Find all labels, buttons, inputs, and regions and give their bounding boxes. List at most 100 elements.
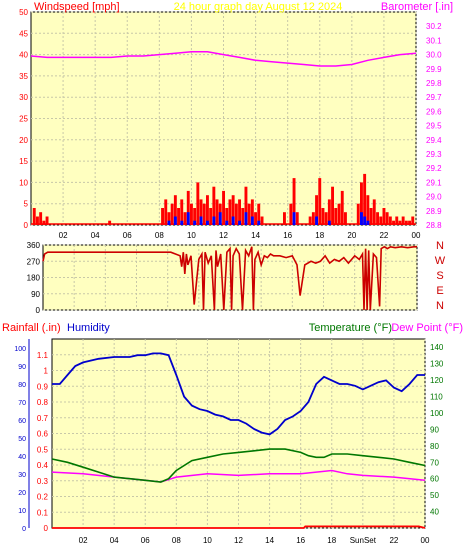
gust-bar — [180, 220, 184, 225]
compass-label: N — [436, 240, 444, 252]
humidity-tick-label: 80 — [18, 382, 26, 389]
wind-bar — [388, 216, 392, 225]
y2-tick-label: 28.8 — [426, 221, 442, 230]
y2-tick-label: 29.6 — [426, 107, 442, 116]
wind-bar — [363, 173, 367, 225]
gust-bar — [238, 220, 241, 225]
x-tick-label: 00 — [421, 536, 430, 545]
humidity-tick-label: 90 — [18, 364, 26, 371]
wind-bar — [225, 208, 229, 225]
wind-bar — [398, 220, 402, 225]
y2-tick-label: 29.7 — [426, 93, 442, 102]
y-tick-label: 0 — [36, 306, 41, 315]
rainfall-label: Rainfall (.in) — [2, 322, 61, 334]
wind-bar — [250, 199, 254, 225]
wind-bars — [31, 173, 416, 225]
y-tick-label: 10 — [19, 178, 28, 187]
y-tick-label: 0 — [24, 221, 29, 230]
direction-axis-ticks: 0 90 180 270 360 — [27, 241, 41, 315]
wind-bar — [337, 203, 341, 225]
wind-bar — [311, 212, 315, 225]
wind-bar — [344, 212, 347, 225]
gust-bar — [212, 216, 216, 225]
humidity-tick-label: 20 — [18, 490, 26, 497]
wind-bar — [318, 178, 322, 225]
y-tick-label: 40 — [19, 51, 28, 60]
wind-bar — [366, 195, 370, 225]
wind-bar — [408, 220, 411, 225]
humidity-tick-label: 50 — [18, 436, 26, 443]
humidity-line — [52, 352, 425, 436]
y2-tick-label: 29.4 — [426, 136, 442, 145]
x-tick-label: 16 — [283, 231, 292, 240]
temperature-tick-label: 140 — [430, 343, 444, 352]
x-tick-label: 10 — [203, 536, 212, 545]
x-tick-label: 04 — [91, 231, 100, 240]
y2-tick-label: 29.0 — [426, 193, 442, 202]
x-tick-label: 04 — [110, 536, 119, 545]
wind-bar — [228, 199, 232, 225]
wind-bar — [241, 208, 245, 225]
wind-bar — [215, 199, 219, 225]
wind-bar — [315, 195, 318, 225]
rainfall-tick-label: 0.2 — [37, 493, 49, 502]
wind-bar — [254, 212, 257, 225]
wind-bar — [170, 203, 174, 225]
grid-2 — [43, 244, 418, 311]
y2-tick-label: 29.9 — [426, 65, 442, 74]
wind-bar — [395, 216, 399, 225]
temperature-tick-label: 110 — [430, 393, 443, 402]
temperature-tick-label: 90 — [430, 425, 439, 434]
dewpoint-label: Dew Point (°F) — [391, 322, 463, 334]
wind-bar — [206, 195, 209, 225]
wind-bar — [382, 208, 386, 225]
grid-3 — [52, 339, 426, 529]
y-tick-label: 25 — [19, 115, 28, 124]
gust-bar — [225, 220, 229, 225]
wind-bar — [167, 212, 171, 225]
rainfall-tick-label: 0.6 — [37, 430, 49, 439]
compass-label: S — [436, 270, 443, 282]
humidity-tick-label: 30 — [18, 472, 26, 479]
x-tick-label: SunSet — [350, 536, 377, 545]
gust-bar — [292, 212, 296, 225]
wind-bar — [404, 220, 408, 225]
compass-label: W — [435, 255, 446, 267]
gust-bar — [173, 216, 177, 225]
direction-line — [42, 245, 417, 311]
humidity-label: Humidity — [67, 322, 110, 334]
gust-bar — [363, 216, 367, 225]
rainfall-tick-label: 1.1 — [37, 351, 49, 360]
wind-bar — [209, 208, 213, 225]
y2-tick-label: 30.1 — [426, 36, 442, 45]
y-tick-label: 360 — [27, 241, 41, 250]
y2-tick-label: 29.5 — [426, 122, 442, 131]
x-axis-ticks-3: 02 04 06 08 10 12 14 16 18 SunSet 22 00 — [79, 536, 430, 545]
temperature-tick-label: 80 — [430, 442, 439, 451]
wind-bar — [321, 208, 325, 225]
wind-bar — [283, 212, 286, 225]
x-tick-label: 22 — [389, 536, 398, 545]
rainfall-tick-label: 0.1 — [37, 508, 49, 517]
x-tick-label: 16 — [296, 536, 305, 545]
wind-bar — [324, 212, 328, 225]
gust-bar — [360, 212, 363, 225]
gust-bar — [250, 216, 254, 225]
y2-tick-label: 30.0 — [426, 51, 442, 60]
humidity-tick-label: 70 — [18, 400, 26, 407]
wind-bar — [222, 190, 225, 225]
rainfall-tick-label: 0.5 — [37, 445, 49, 454]
x-tick-label: 22 — [379, 231, 388, 240]
x-tick-label: 18 — [327, 536, 336, 545]
wind-bar — [331, 186, 334, 225]
wind-bar — [42, 220, 46, 225]
wind-bar — [173, 195, 177, 225]
gust-bar — [257, 220, 261, 225]
windspeed-label: Windspeed [mph] — [34, 1, 120, 13]
wind-bar — [32, 208, 36, 225]
humidity-tick-label: 100 — [14, 346, 26, 353]
temperature-tick-label: 60 — [430, 475, 439, 484]
wind-bar — [161, 208, 164, 225]
gust-bar — [167, 220, 171, 225]
